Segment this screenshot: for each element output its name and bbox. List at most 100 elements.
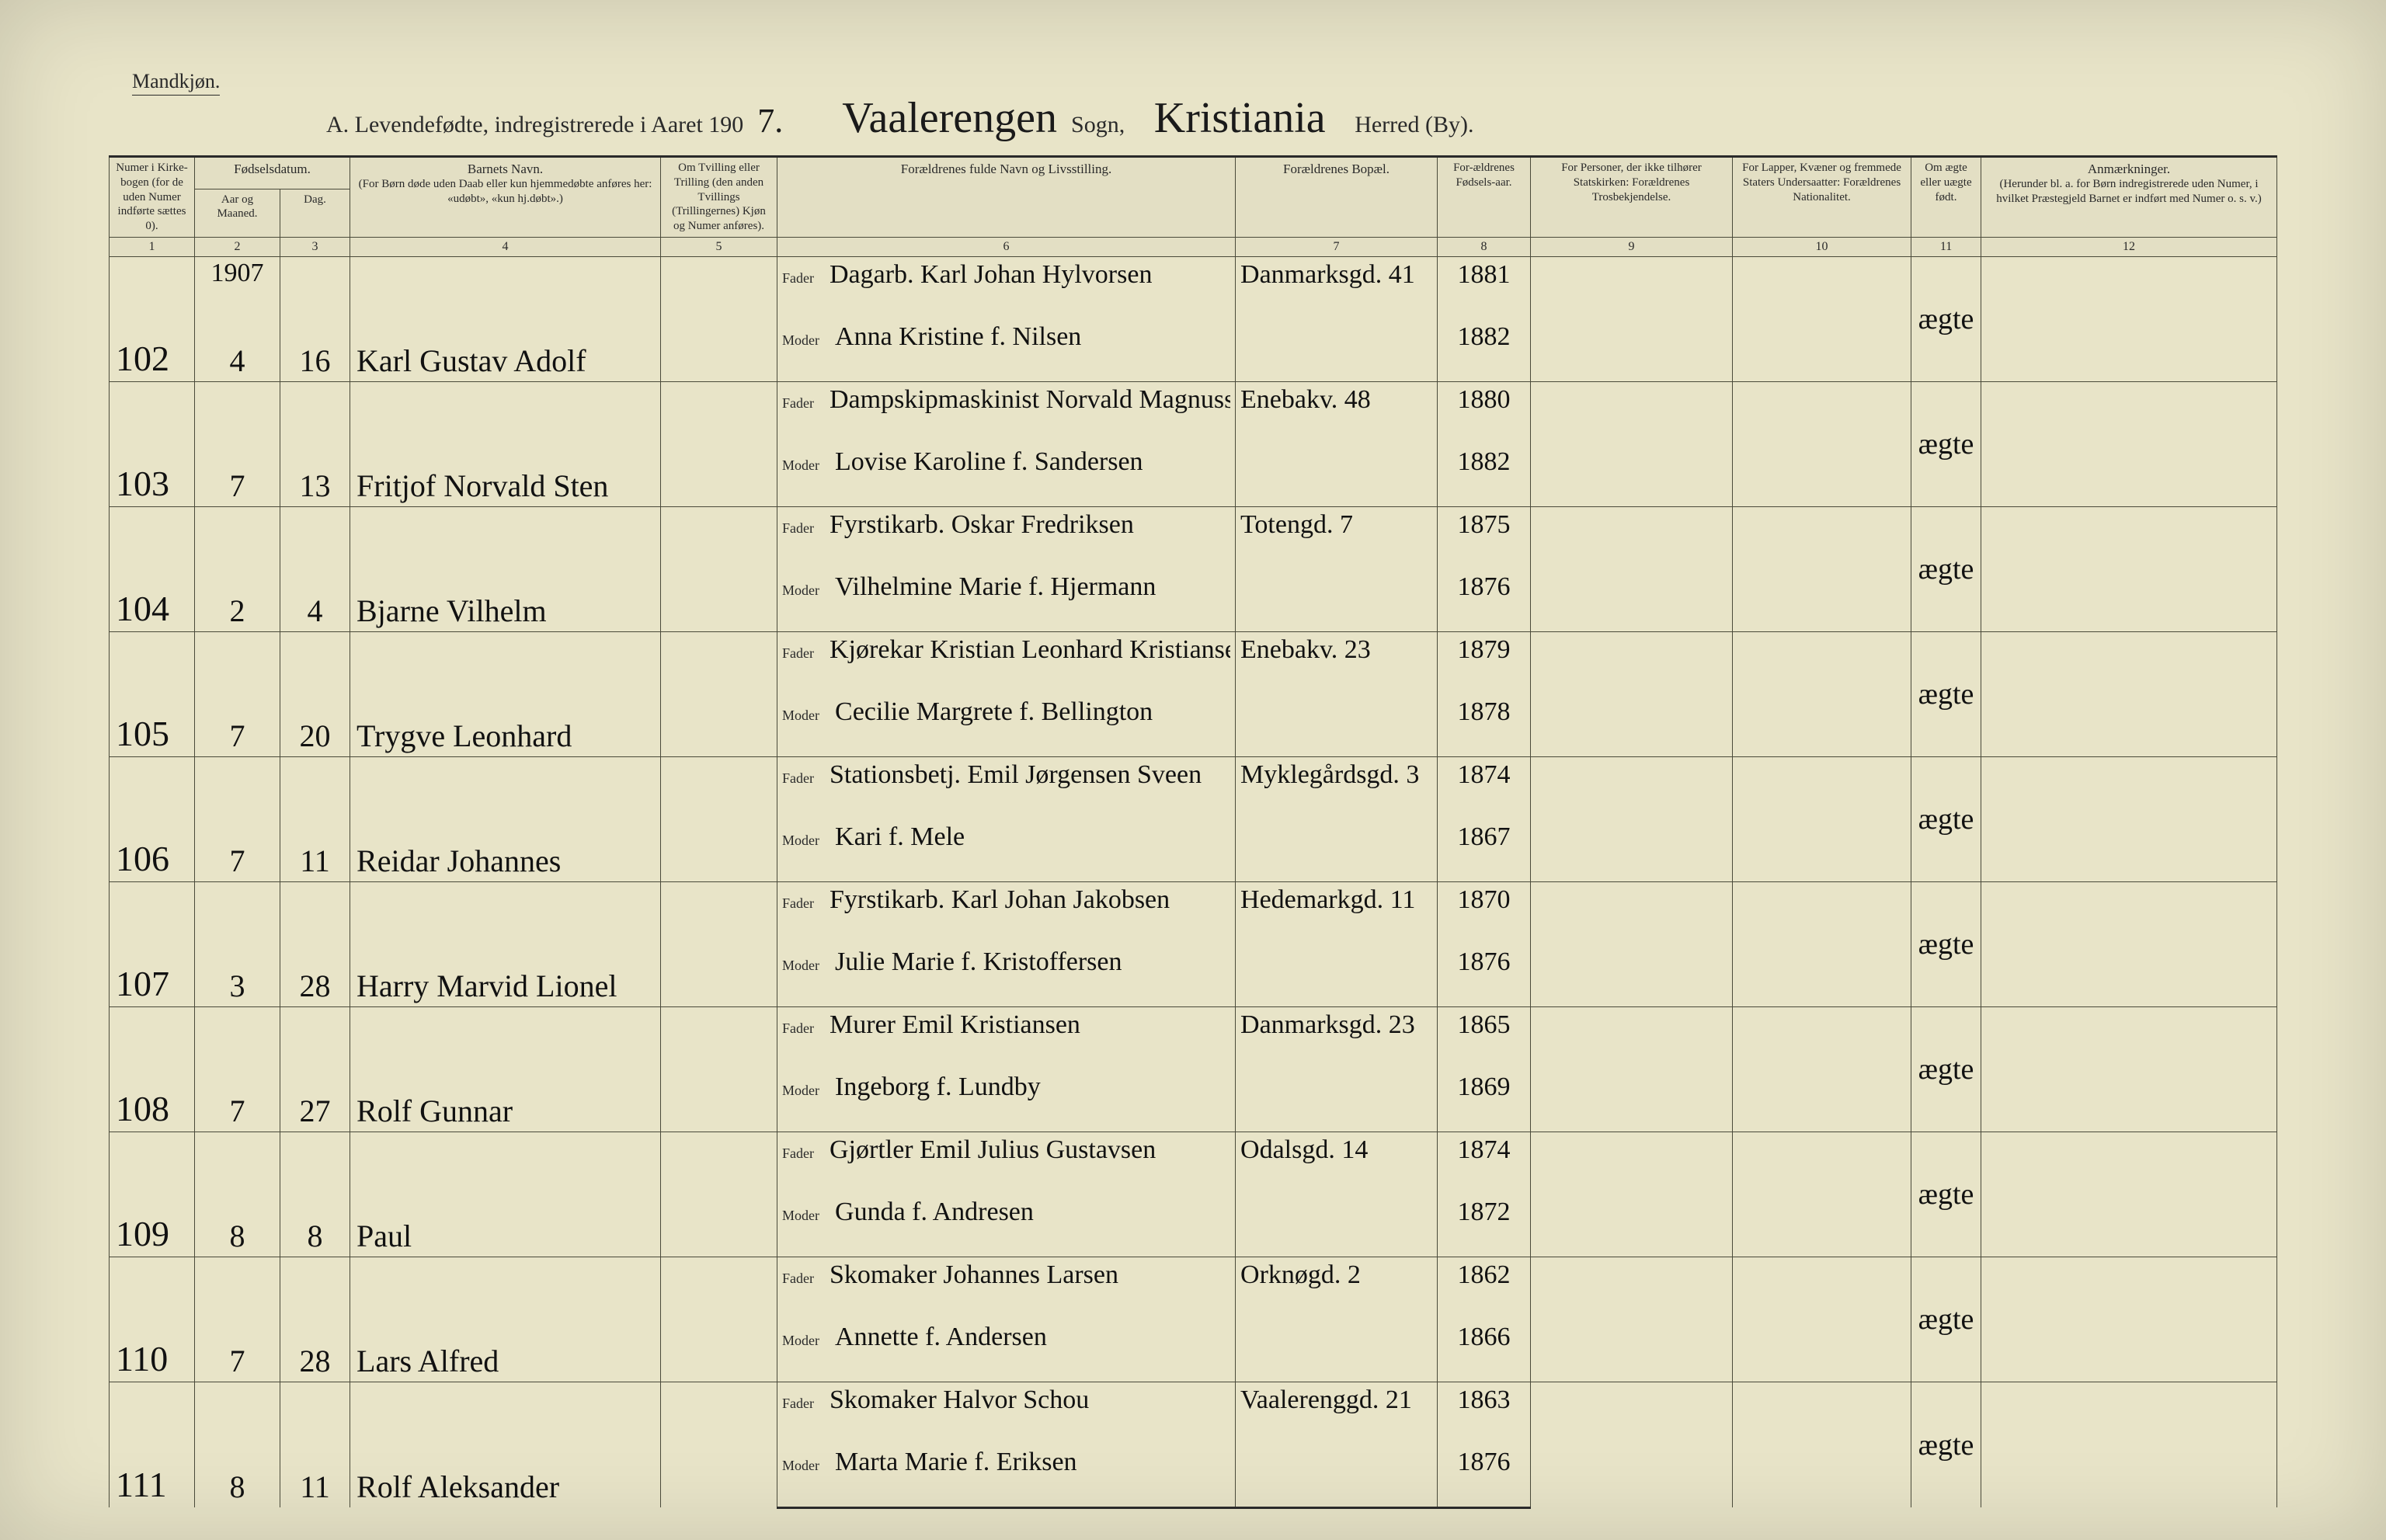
birth-day: 11 <box>280 756 350 881</box>
entry-number: 107 <box>110 881 195 1006</box>
residence-cell: Orknøgd. 2 <box>1236 1257 1438 1319</box>
table-row: 103713Fritjof Norvald StenFaderDampskipm… <box>110 381 2277 444</box>
father-birthyear: 1865 <box>1438 1006 1531 1069</box>
table-row: 111811Rolf AleksanderFaderSkomaker Halvo… <box>110 1382 2277 1444</box>
residence-cell: Enebakv. 48 <box>1236 381 1438 444</box>
birth-month: 2 <box>195 506 280 631</box>
mother-cell: ModerIngeborg f. Lundby <box>777 1069 1236 1132</box>
religion-cell <box>1531 1257 1733 1382</box>
table-row: 10424Bjarne VilhelmFaderFyrstikarb. Oska… <box>110 506 2277 569</box>
col-6-header: Forældrenes fulde Navn og Livsstilling. <box>777 157 1236 238</box>
father-cell: FaderFyrstikarb. Oskar Fredriksen <box>777 506 1236 569</box>
col-11-header: Om ægte eller uægte født. <box>1911 157 1981 238</box>
legitimacy-cell: ægte <box>1911 881 1981 1006</box>
col-2b-header: Dag. <box>280 189 350 237</box>
colnum: 5 <box>661 237 777 256</box>
father-birthyear: 1874 <box>1438 756 1531 819</box>
religion-cell <box>1531 631 1733 756</box>
table-row: 110728Lars AlfredFaderSkomaker Johannes … <box>110 1257 2277 1319</box>
religion-cell <box>1531 256 1733 381</box>
remarks-cell <box>1981 1132 2277 1257</box>
table-row: 1021907416Karl Gustav AdolfFaderDagarb. … <box>110 256 2277 319</box>
mother-cell: ModerGunda f. Andresen <box>777 1194 1236 1257</box>
legitimacy-cell: ægte <box>1911 256 1981 381</box>
child-name: Trygve Leonhard <box>350 631 661 756</box>
nationality-cell <box>1733 1382 1911 1507</box>
col-4-header: Barnets Navn. (For Børn døde uden Daab e… <box>350 157 661 238</box>
nationality-cell <box>1733 756 1911 881</box>
entry-number: 102 <box>110 256 195 381</box>
mother-birthyear: 1872 <box>1438 1194 1531 1257</box>
legitimacy-cell: ægte <box>1911 1382 1981 1507</box>
residence-cell: Danmarksgd. 41 <box>1236 256 1438 319</box>
entry-number: 108 <box>110 1006 195 1132</box>
father-cell: FaderGjørtler Emil Julius Gustavsen <box>777 1132 1236 1194</box>
religion-cell <box>1531 1132 1733 1257</box>
legitimacy-cell: ægte <box>1911 756 1981 881</box>
child-name: Reidar Johannes <box>350 756 661 881</box>
colnum: 8 <box>1438 237 1531 256</box>
herred-value: Kristiania <box>1139 93 1341 143</box>
birth-month: 7 <box>195 631 280 756</box>
residence-cell-2 <box>1236 819 1438 882</box>
residence-cell: Odalsgd. 14 <box>1236 1132 1438 1194</box>
remarks-cell <box>1981 631 2277 756</box>
legitimacy-cell: ægte <box>1911 631 1981 756</box>
father-birthyear: 1870 <box>1438 881 1531 944</box>
colnum: 7 <box>1236 237 1438 256</box>
child-name: Karl Gustav Adolf <box>350 256 661 381</box>
twin-cell <box>661 1132 777 1257</box>
father-cell: FaderStationsbetj. Emil Jørgensen Sveen <box>777 756 1236 819</box>
twin-cell <box>661 756 777 881</box>
child-name: Rolf Aleksander <box>350 1382 661 1507</box>
birth-month: 7 <box>195 1257 280 1382</box>
mother-birthyear: 1878 <box>1438 694 1531 757</box>
col-12-header: Anmærkninger. (Herunder bl. a. for Børn … <box>1981 157 2277 238</box>
colnum: 6 <box>777 237 1236 256</box>
legitimacy-cell: ægte <box>1911 1257 1981 1382</box>
herred-label: Herred (By). <box>1355 112 1473 138</box>
twin-cell <box>661 506 777 631</box>
father-cell: FaderFyrstikarb. Karl Johan Jakobsen <box>777 881 1236 944</box>
birth-month: 8 <box>195 1382 280 1507</box>
residence-cell-2 <box>1236 694 1438 757</box>
entry-number: 104 <box>110 506 195 631</box>
mother-cell: ModerJulie Marie f. Kristoffersen <box>777 944 1236 1007</box>
twin-cell <box>661 1382 777 1507</box>
mother-cell: ModerAnna Kristine f. Nilsen <box>777 319 1236 382</box>
col-1-header: Numer i Kirke-bogen (for de uden Numer i… <box>110 157 195 238</box>
register-table-wrap: Numer i Kirke-bogen (for de uden Numer i… <box>109 155 2277 1493</box>
mother-birthyear: 1882 <box>1438 319 1531 382</box>
residence-cell: Enebakv. 23 <box>1236 631 1438 694</box>
colnum: 3 <box>280 237 350 256</box>
nationality-cell <box>1733 1132 1911 1257</box>
residence-cell-2 <box>1236 1319 1438 1382</box>
birth-day: 8 <box>280 1132 350 1257</box>
remarks-cell <box>1981 881 2277 1006</box>
table-row: 105720Trygve LeonhardFaderKjørekar Krist… <box>110 631 2277 694</box>
father-cell: FaderDagarb. Karl Johan Hylvorsen <box>777 256 1236 319</box>
birth-day: 11 <box>280 1382 350 1507</box>
colnum: 9 <box>1531 237 1733 256</box>
residence-cell-2 <box>1236 1444 1438 1508</box>
entry-number: 106 <box>110 756 195 881</box>
table-row: 10988PaulFaderGjørtler Emil Julius Gusta… <box>110 1132 2277 1194</box>
father-cell: FaderSkomaker Halvor Schou <box>777 1382 1236 1444</box>
residence-cell-2 <box>1236 569 1438 632</box>
year-suffix: 7. <box>757 101 783 141</box>
father-cell: FaderKjørekar Kristian Leonhard Kristian… <box>777 631 1236 694</box>
nationality-cell <box>1733 506 1911 631</box>
residence-cell-2 <box>1236 319 1438 382</box>
col-4-note: (For Børn døde uden Daab eller kun hjemm… <box>355 177 656 207</box>
legitimacy-cell: ægte <box>1911 1006 1981 1132</box>
remarks-cell <box>1981 1006 2277 1132</box>
mother-cell: ModerAnnette f. Andersen <box>777 1319 1236 1382</box>
twin-cell <box>661 1006 777 1132</box>
twin-cell <box>661 631 777 756</box>
nationality-cell <box>1733 381 1911 506</box>
mother-birthyear: 1876 <box>1438 944 1531 1007</box>
remarks-cell <box>1981 1382 2277 1507</box>
child-name: Bjarne Vilhelm <box>350 506 661 631</box>
nationality-cell <box>1733 1006 1911 1132</box>
birth-day: 28 <box>280 881 350 1006</box>
